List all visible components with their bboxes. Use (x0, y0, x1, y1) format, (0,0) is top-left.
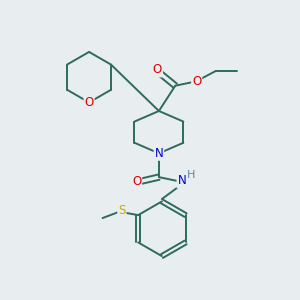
Text: O: O (153, 64, 162, 76)
Text: O: O (84, 96, 94, 109)
Text: H: H (187, 170, 195, 180)
Text: O: O (192, 75, 201, 88)
Text: S: S (118, 204, 125, 218)
Text: O: O (132, 175, 141, 188)
Text: N: N (177, 175, 186, 188)
Text: N: N (154, 147, 163, 160)
